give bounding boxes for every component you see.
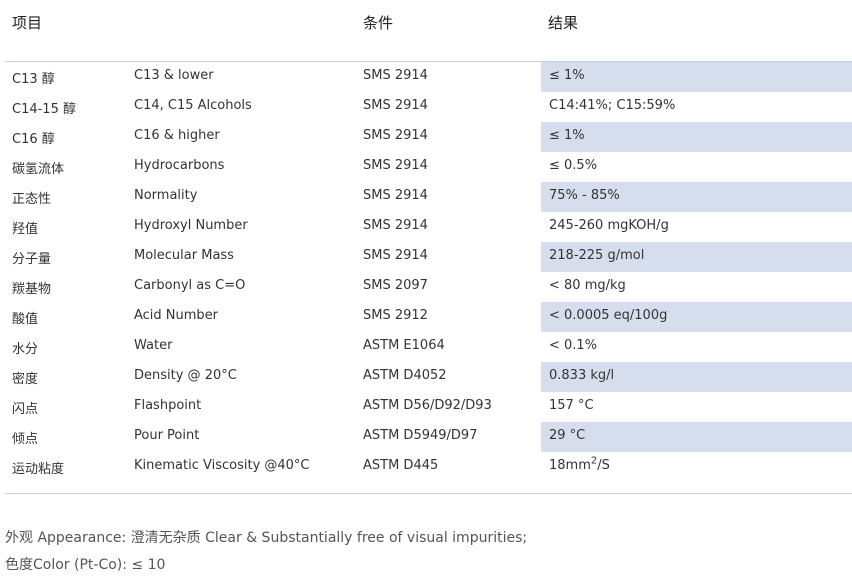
row-result: ≤ 0.5% bbox=[549, 158, 598, 173]
table-row: 羟值 Hydroxyl Number SMS 2914 245-260 mgKOH/g bbox=[0, 212, 852, 242]
table-row: 密度 Density @ 20°C ASTM D4052 0.833 kg/l bbox=[0, 362, 852, 392]
header-condition: 条件 bbox=[363, 14, 394, 32]
row-result: ≤ 1% bbox=[541, 122, 852, 152]
row-result: 245-260 mgKOH/g bbox=[549, 218, 669, 233]
row-cn-label: 碳氢流体 bbox=[12, 162, 65, 177]
row-result: 0.833 kg/l bbox=[541, 362, 852, 392]
row-condition: SMS 2914 bbox=[363, 188, 428, 203]
row-en-label: Molecular Mass bbox=[134, 248, 234, 263]
row-en-label: Carbonyl as C=O bbox=[134, 278, 246, 293]
row-result: < 0.0005 eq/100g bbox=[541, 302, 852, 332]
row-en-label: C14, C15 Alcohols bbox=[134, 98, 252, 113]
color-note: 色度Color (Pt-Co): ≤ 10 bbox=[5, 557, 166, 573]
row-en-label: Normality bbox=[134, 188, 198, 203]
row-cn-label: C16 醇 bbox=[12, 132, 55, 147]
header-result: 结果 bbox=[548, 14, 579, 32]
result-tail: /S bbox=[597, 458, 610, 473]
row-condition: SMS 2914 bbox=[363, 68, 428, 83]
table-row: C16 醇 C16 & higher SMS 2914 ≤ 1% bbox=[0, 122, 852, 152]
row-en-label: Density @ 20°C bbox=[134, 368, 237, 383]
row-condition: ASTM E1064 bbox=[363, 338, 445, 353]
row-result: 157 °C bbox=[549, 398, 594, 413]
row-en-label: C13 & lower bbox=[134, 68, 214, 83]
row-condition: ASTM D4052 bbox=[363, 368, 447, 383]
result-superscript: 2 bbox=[590, 455, 598, 467]
row-cn-label: 分子量 bbox=[12, 252, 52, 267]
row-cn-label: 羰基物 bbox=[12, 282, 52, 297]
table-row: 酸值 Acid Number SMS 2912 < 0.0005 eq/100g bbox=[0, 302, 852, 332]
row-cn-label: 酸值 bbox=[12, 312, 39, 327]
row-condition: SMS 2914 bbox=[363, 128, 428, 143]
row-condition: SMS 2914 bbox=[363, 98, 428, 113]
table-row: 正态性 Normality SMS 2914 75% - 85% bbox=[0, 182, 852, 212]
appearance-note: 外观 Appearance: 澄清无杂质 Clear & Substantial… bbox=[5, 530, 528, 546]
row-cn-label: C13 醇 bbox=[12, 72, 55, 87]
row-result: 75% - 85% bbox=[541, 182, 852, 212]
row-en-label: Hydrocarbons bbox=[134, 158, 225, 173]
table-row-viscosity: 运动粘度 Kinematic Viscosity @40°C ASTM D445… bbox=[0, 452, 852, 482]
table-row: C14-15 醇 C14, C15 Alcohols SMS 2914 C14:41%… bbox=[0, 92, 852, 122]
row-result: ≤ 1% bbox=[541, 62, 852, 92]
row-en-label: Acid Number bbox=[134, 308, 219, 323]
row-en-label: Kinematic Viscosity @40°C bbox=[134, 458, 310, 473]
row-condition: SMS 2914 bbox=[363, 158, 428, 173]
row-result: 18mm2/S bbox=[549, 455, 610, 473]
result-base: 18mm bbox=[549, 458, 591, 473]
table-top-rule bbox=[5, 61, 852, 62]
row-condition: SMS 2097 bbox=[363, 278, 428, 293]
row-cn-label: 水分 bbox=[12, 342, 39, 357]
row-en-label: Flashpoint bbox=[134, 398, 202, 413]
table-bottom-rule bbox=[5, 493, 852, 494]
table-row: 水分 Water ASTM E1064 < 0.1% bbox=[0, 332, 852, 362]
row-cn-label: 倾点 bbox=[12, 432, 39, 447]
row-en-label: Hydroxyl Number bbox=[134, 218, 248, 233]
row-condition: SMS 2914 bbox=[363, 218, 428, 233]
row-cn-label: 羟值 bbox=[12, 222, 39, 237]
row-condition: ASTM D445 bbox=[363, 458, 439, 473]
table-row: 碳氢流体 Hydrocarbons SMS 2914 ≤ 0.5% bbox=[0, 152, 852, 182]
row-result: 218-225 g/mol bbox=[541, 242, 852, 272]
row-result: < 0.1% bbox=[549, 338, 598, 353]
table-row: 闪点 Flashpoint ASTM D56/D92/D93 157 °C bbox=[0, 392, 852, 422]
row-condition: SMS 2912 bbox=[363, 308, 428, 323]
row-condition: ASTM D5949/D97 bbox=[363, 428, 478, 443]
table-row: C13 醇 C13 & lower SMS 2914 ≤ 1% bbox=[0, 62, 852, 92]
row-en-label: Water bbox=[134, 338, 173, 353]
row-condition: SMS 2914 bbox=[363, 248, 428, 263]
header-item: 项目 bbox=[12, 14, 43, 32]
row-cn-label: 密度 bbox=[12, 372, 39, 387]
row-cn-label: C14-15 醇 bbox=[12, 102, 76, 117]
row-en-label: Pour Point bbox=[134, 428, 200, 443]
table-row: 分子量 Molecular Mass SMS 2914 218-225 g/mol bbox=[0, 242, 852, 272]
row-cn-label: 正态性 bbox=[12, 192, 52, 207]
row-cn-label: 运动粘度 bbox=[12, 462, 65, 477]
row-condition: ASTM D56/D92/D93 bbox=[363, 398, 492, 413]
row-cn-label: 闪点 bbox=[12, 402, 39, 417]
row-en-label: C16 & higher bbox=[134, 128, 220, 143]
row-result: 29 °C bbox=[541, 422, 852, 452]
row-result: < 80 mg/kg bbox=[549, 278, 626, 293]
row-result: C14:41%; C15:59% bbox=[549, 98, 676, 113]
table-row: 倾点 Pour Point ASTM D5949/D97 29 °C bbox=[0, 422, 852, 452]
table-row: 羰基物 Carbonyl as C=O SMS 2097 < 80 mg/kg bbox=[0, 272, 852, 302]
